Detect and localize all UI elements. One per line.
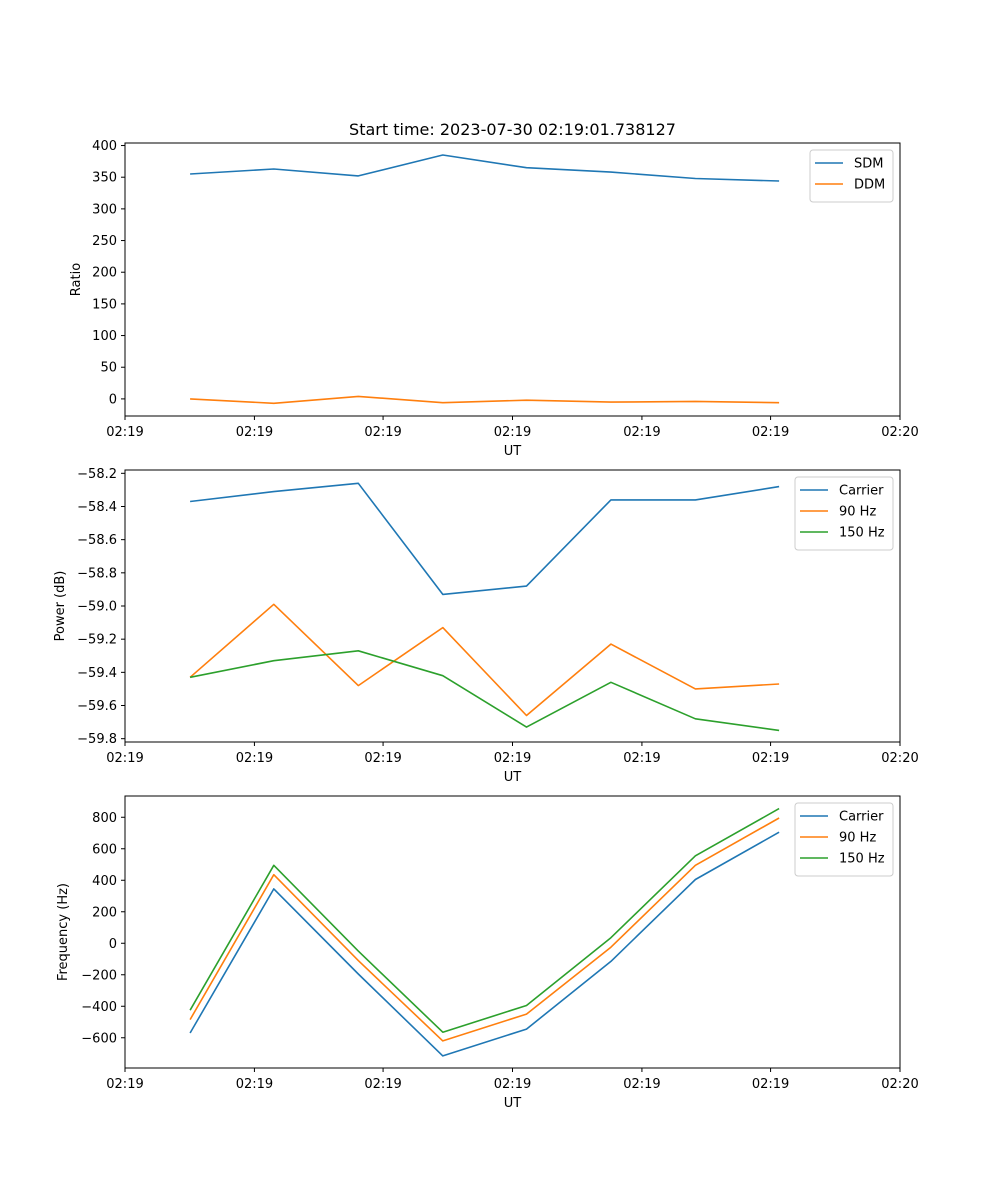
y-tick-label: −59.8 [77,732,117,747]
legend-label: SDM [854,157,883,172]
y-axis-label: Frequency (Hz) [56,883,71,981]
legend-label: 150 Hz [839,526,885,541]
x-tick-label: 02:19 [494,425,531,440]
y-tick-label: 200 [92,266,117,281]
y-tick-label: −59.4 [77,666,117,681]
y-tick-label: −59.0 [77,600,117,615]
y-tick-label: 250 [92,234,117,249]
y-tick-label: 800 [92,811,117,826]
x-tick-label: 02:19 [364,1077,401,1092]
y-tick-label: 400 [92,139,117,154]
x-tick-label: 02:19 [106,425,143,440]
x-tick-label: 02:20 [881,425,918,440]
x-tick-label: 02:19 [623,1077,660,1092]
chart-panel-1: 02:19 02:19 02:19 02:19 02:19 02:19 02:20 0 50 10… [69,120,919,459]
x-tick-label: 02:19 [236,1077,273,1092]
y-axis-label: Power (dB) [53,571,68,642]
chart-panel-3: 02:19 02:19 02:19 02:19 02:19 02:19 02:20 −600 −… [56,795,919,1111]
x-tick-label: 02:19 [236,425,273,440]
x-tick-label: 02:19 [623,751,660,766]
legend-label: 150 Hz [839,852,885,867]
legend-label: 90 Hz [839,831,876,846]
x-axis-label: UT [504,444,522,459]
y-tick-label: −59.2 [77,633,117,648]
y-tick-label: −59.6 [77,699,117,714]
legend: SDM DDM [809,149,894,203]
y-tick-label: 200 [92,905,117,920]
series-line-carrier [189,831,780,1057]
x-tick-label: 02:20 [881,751,918,766]
y-tick-label: 300 [92,202,117,217]
y-tick-label: 50 [100,361,117,376]
y-tick-label: 600 [92,842,117,857]
legend: Carrier 90 Hz 150 Hz [794,476,894,551]
y-tick-label: −58.2 [77,467,117,482]
chart-panel-2: 02:19 02:19 02:19 02:19 02:19 02:19 02:20 −59.8… [53,467,919,785]
x-tick-label: 02:19 [623,425,660,440]
charts-container: 02:19 02:19 02:19 02:19 02:19 02:19 02:20 0 50 10… [53,120,919,1111]
y-tick-label: −58.4 [77,500,117,515]
y-axis-label: Ratio [69,263,84,296]
series-line-carrier [190,482,780,596]
legend-label: 90 Hz [839,505,876,520]
x-tick-label: 02:20 [881,1077,918,1092]
x-tick-label: 02:19 [106,751,143,766]
y-tick-label: 0 [109,392,117,407]
y-tick-label: 0 [109,937,117,952]
y-tick-label: −400 [81,1000,117,1015]
y-tick-label: 350 [92,171,117,186]
x-tick-label: 02:19 [752,425,789,440]
series-line-90-hz [189,603,780,717]
series-line-sdm [190,154,780,182]
x-tick-label: 02:19 [106,1077,143,1092]
y-tick-label: 150 [92,297,117,312]
y-tick-label: −200 [81,968,117,983]
y-tick-label: 400 [92,874,117,889]
x-axis-label: UT [504,1096,522,1111]
x-tick-label: 02:19 [494,751,531,766]
legend-label: DDM [854,178,885,193]
y-tick-label: −58.6 [77,533,117,548]
series-line-150-hz [189,649,780,732]
legend: Carrier 90 Hz 150 Hz [794,802,894,877]
x-tick-label: 02:19 [364,751,401,766]
x-tick-label: 02:19 [236,751,273,766]
legend-label: Carrier [839,484,884,499]
series-line-ddm [190,395,780,405]
series-line-150-hz [189,807,780,1033]
y-tick-label: −58.8 [77,566,117,581]
x-axis-label: UT [504,770,522,785]
y-tick-label: 100 [92,329,117,344]
x-tick-label: 02:19 [364,425,401,440]
x-tick-label: 02:19 [752,751,789,766]
y-tick-label: −600 [81,1031,117,1046]
x-tick-label: 02:19 [494,1077,531,1092]
chart-title: Start time: 2023-07-30 02:19:01.738127 [349,120,676,139]
series-line-90-hz [189,817,780,1042]
legend-label: Carrier [839,810,884,825]
x-tick-label: 02:19 [752,1077,789,1092]
